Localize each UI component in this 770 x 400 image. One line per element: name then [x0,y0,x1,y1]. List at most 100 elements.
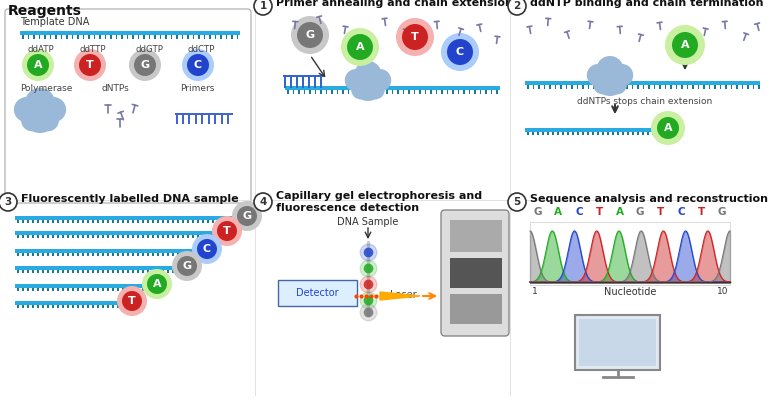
Circle shape [441,33,479,71]
Bar [588,85,589,88]
Bar [67,235,69,238]
Bar [632,132,634,135]
Bar [162,220,164,223]
Bar [82,220,84,223]
Bar [52,270,54,273]
Text: Sequence analysis and reconstruction: Sequence analysis and reconstruction [530,194,768,204]
Bar [582,132,584,135]
Bar [87,270,89,273]
Bar [47,305,49,308]
Circle shape [41,97,66,122]
Bar [485,90,487,94]
Text: Polymerase: Polymerase [20,84,72,93]
Circle shape [14,97,39,122]
Bar [159,35,161,38]
Polygon shape [380,292,420,300]
Bar [542,132,544,135]
Bar [187,35,189,38]
Bar [42,220,44,223]
Bar [97,288,99,291]
Bar [227,220,229,223]
Bar [127,253,129,256]
Bar [175,112,233,115]
Circle shape [354,61,382,88]
Text: 4: 4 [259,197,266,207]
Bar [557,132,559,135]
Circle shape [611,64,633,86]
Text: ddTTP: ddTTP [80,45,106,54]
Bar [99,35,101,38]
Text: C: C [678,207,685,217]
Bar [44,35,45,38]
Bar [610,85,611,88]
Bar [97,235,99,238]
Bar [47,288,49,291]
Bar [105,35,106,38]
Bar [593,85,594,88]
Bar [152,253,154,256]
Bar [67,253,69,256]
Bar [42,288,44,291]
Bar [592,132,594,135]
Circle shape [665,25,705,65]
Text: Primer annealing and chain extension: Primer annealing and chain extension [276,0,513,8]
Bar [117,288,119,291]
Bar [52,305,54,308]
Text: ddNTP binding and chain termination: ddNTP binding and chain termination [530,0,764,8]
Bar [72,35,73,38]
Bar [32,235,34,238]
Bar [107,270,109,273]
Circle shape [608,75,627,94]
Bar [283,74,325,77]
Bar [82,235,84,238]
Bar [162,270,164,273]
Bar [182,115,184,124]
Bar [162,235,164,238]
Bar [102,305,104,308]
Text: ddCTP: ddCTP [188,45,216,54]
Bar [15,302,120,305]
Bar [112,235,114,238]
Bar [182,253,184,256]
Bar [37,288,38,291]
Bar [132,35,134,38]
Circle shape [297,22,323,48]
Circle shape [651,111,685,145]
Circle shape [232,201,262,231]
Bar [714,85,716,88]
Bar [122,253,124,256]
Bar [137,235,139,238]
Bar [62,288,64,291]
Bar [57,253,59,256]
Text: 1: 1 [259,1,266,11]
Bar [648,85,650,88]
Circle shape [37,110,59,131]
Circle shape [593,75,612,94]
Bar [32,270,34,273]
Bar [82,305,84,308]
Bar [22,288,24,291]
Bar [187,235,189,238]
Text: 10: 10 [717,287,728,296]
Text: G: G [306,30,315,40]
Bar [32,305,34,308]
Bar [303,90,305,94]
Bar [182,220,184,223]
Bar [370,90,371,94]
Bar [137,220,139,223]
Bar [562,132,564,135]
Bar [147,235,149,238]
Bar [37,220,38,223]
Bar [430,90,432,94]
Bar [37,270,38,273]
Text: Primers: Primers [180,84,214,93]
Text: C: C [203,244,211,254]
Bar [353,90,355,94]
Bar [587,132,589,135]
Bar [117,270,119,273]
Bar [15,231,215,235]
Bar [47,220,49,223]
Circle shape [25,88,55,119]
Bar [474,90,476,94]
Bar [102,235,104,238]
